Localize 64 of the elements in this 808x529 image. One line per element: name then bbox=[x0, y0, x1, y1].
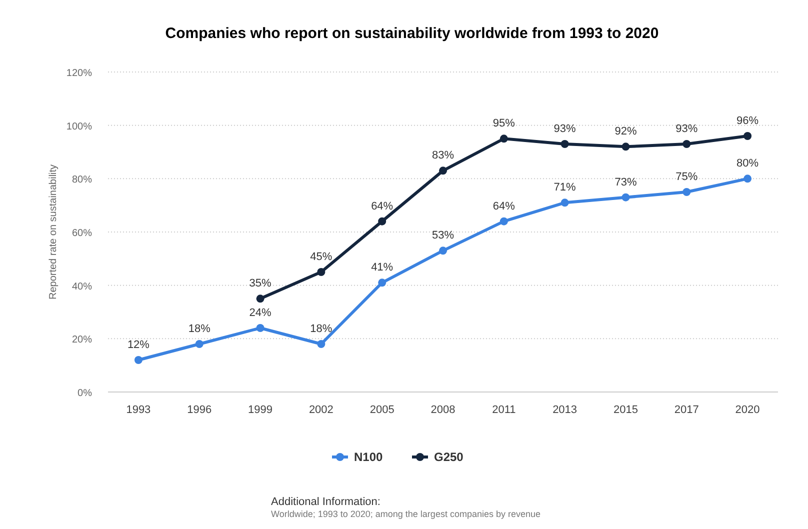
x-tick-label: 1999 bbox=[248, 404, 273, 416]
point bbox=[317, 268, 326, 276]
point bbox=[134, 356, 142, 364]
x-tick-label: 2017 bbox=[674, 404, 699, 416]
legend-label: N100 bbox=[354, 450, 384, 464]
data-label: 18% bbox=[310, 323, 332, 335]
data-label: 80% bbox=[736, 158, 759, 170]
text: Additional Information: bbox=[271, 496, 380, 508]
point bbox=[317, 340, 326, 348]
legend-label: G250 bbox=[434, 450, 464, 464]
x-tick-label: 2008 bbox=[430, 404, 456, 416]
x-tick-label: 2015 bbox=[613, 404, 638, 416]
data-label: 83% bbox=[432, 150, 454, 162]
data-label: 35% bbox=[249, 278, 272, 290]
data-label: 53% bbox=[432, 230, 454, 242]
point bbox=[256, 324, 264, 332]
point bbox=[500, 134, 508, 143]
y-tick-label: 40% bbox=[72, 281, 92, 292]
x-tick-label: 1996 bbox=[187, 404, 212, 416]
x-tick-label: 1993 bbox=[126, 404, 151, 416]
point bbox=[256, 294, 264, 303]
data-label: 93% bbox=[676, 123, 698, 135]
data-label: 18% bbox=[188, 323, 211, 335]
data-label: 12% bbox=[127, 339, 150, 351]
data-label: 45% bbox=[310, 251, 332, 263]
x-tick-label: 2011 bbox=[492, 404, 516, 416]
point bbox=[378, 217, 386, 226]
data-label: 75% bbox=[676, 171, 698, 183]
y-tick-label: 0% bbox=[78, 388, 92, 399]
point bbox=[682, 188, 691, 196]
x-tick-label: 2013 bbox=[552, 404, 578, 416]
data-label: 64% bbox=[371, 200, 394, 212]
data-label: 93% bbox=[554, 123, 576, 135]
point bbox=[560, 140, 569, 148]
data-label: 24% bbox=[249, 307, 272, 319]
point bbox=[439, 246, 447, 255]
point bbox=[744, 174, 752, 183]
data-label: 71% bbox=[554, 182, 576, 194]
x-tick-label: 2002 bbox=[308, 404, 334, 416]
text: Worldwide; 1993 to 2020; among the largest companies by revenue bbox=[271, 509, 540, 519]
data-label: 64% bbox=[492, 200, 516, 212]
y-tick-label: 100% bbox=[66, 121, 92, 132]
data-label: 96% bbox=[736, 115, 759, 127]
data-label: 92% bbox=[614, 126, 637, 138]
point bbox=[682, 140, 691, 148]
point bbox=[622, 142, 630, 151]
y-tick-label: 80% bbox=[72, 174, 92, 186]
point bbox=[378, 278, 386, 287]
y-tick-label: 60% bbox=[72, 228, 92, 239]
point bbox=[744, 132, 752, 140]
y-axis-title: Reported rate on sustainability bbox=[48, 164, 59, 300]
x-tick-label: 2005 bbox=[370, 404, 394, 416]
data-label: 95% bbox=[492, 118, 516, 130]
data-label: 41% bbox=[371, 262, 394, 274]
y-tick-label: 20% bbox=[72, 334, 92, 346]
point bbox=[439, 166, 447, 175]
x-tick-label: 2020 bbox=[735, 404, 760, 416]
point bbox=[560, 198, 569, 207]
point bbox=[500, 217, 508, 226]
point bbox=[195, 340, 204, 348]
chart-title: Companies who report on sustainability worldwide from 1993 to 2020 bbox=[165, 25, 659, 42]
data-label: 73% bbox=[614, 176, 637, 188]
y-tick-label: 120% bbox=[66, 68, 92, 79]
point bbox=[622, 193, 630, 202]
